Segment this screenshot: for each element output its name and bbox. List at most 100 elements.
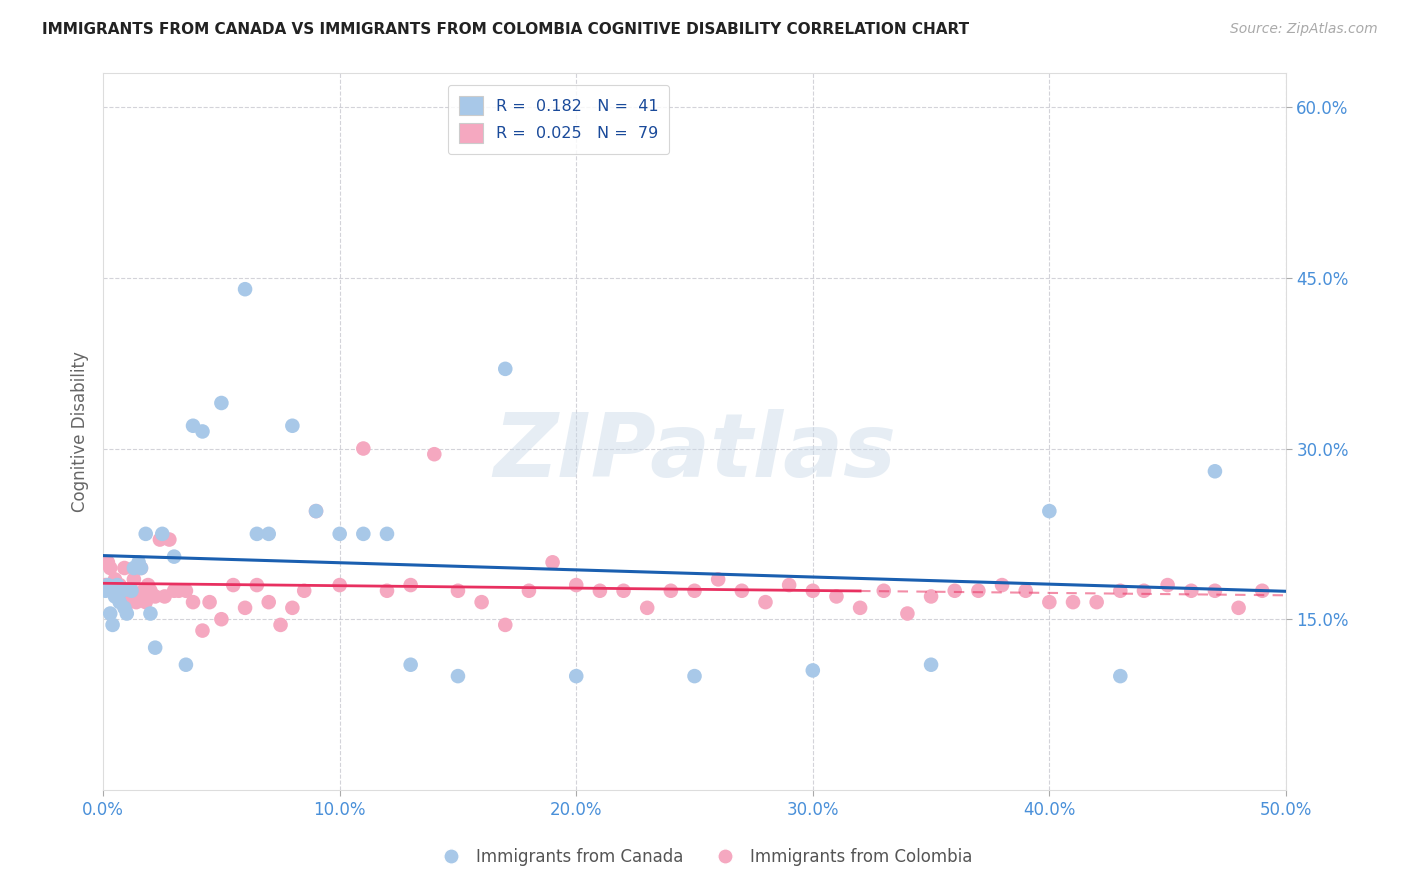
Point — [1109, 583, 1132, 598]
Point — [305, 504, 328, 518]
Point — [825, 590, 848, 604]
Point — [112, 600, 135, 615]
Legend: Immigrants from Canada, Immigrants from Colombia: Immigrants from Canada, Immigrants from … — [427, 842, 979, 873]
Point — [541, 555, 564, 569]
Point — [683, 583, 706, 598]
Point — [565, 669, 588, 683]
Point — [517, 583, 540, 598]
Y-axis label: Cognitive Disability: Cognitive Disability — [72, 351, 89, 512]
Point — [101, 618, 124, 632]
Point — [135, 527, 157, 541]
Point — [129, 561, 152, 575]
Point — [198, 595, 221, 609]
Point — [1015, 583, 1038, 598]
Point — [943, 583, 966, 598]
Point — [122, 561, 145, 575]
Point — [143, 590, 166, 604]
Point — [97, 578, 120, 592]
Point — [222, 578, 245, 592]
Point — [873, 583, 896, 598]
Point — [731, 583, 754, 598]
Point — [149, 533, 172, 547]
Point — [1133, 583, 1156, 598]
Legend: R =  0.182   N =  41, R =  0.025   N =  79: R = 0.182 N = 41, R = 0.025 N = 79 — [447, 85, 669, 154]
Point — [399, 578, 422, 592]
Point — [98, 607, 121, 621]
Point — [612, 583, 634, 598]
Point — [128, 590, 150, 604]
Point — [143, 640, 166, 655]
Point — [778, 578, 800, 592]
Point — [494, 362, 516, 376]
Point — [375, 583, 398, 598]
Point — [111, 590, 134, 604]
Point — [135, 595, 157, 609]
Point — [115, 583, 138, 598]
Point — [136, 578, 159, 592]
Point — [1180, 583, 1202, 598]
Point — [108, 578, 131, 592]
Point — [399, 657, 422, 672]
Point — [1085, 595, 1108, 609]
Point — [801, 583, 824, 598]
Point — [352, 527, 374, 541]
Point — [447, 583, 470, 598]
Point — [209, 396, 232, 410]
Point — [191, 624, 214, 638]
Point — [191, 425, 214, 439]
Point — [257, 527, 280, 541]
Point — [128, 555, 150, 569]
Point — [181, 418, 204, 433]
Point — [1038, 504, 1060, 518]
Point — [118, 595, 141, 609]
Point — [246, 578, 269, 592]
Point — [754, 595, 776, 609]
Point — [108, 595, 131, 609]
Point — [270, 618, 292, 632]
Point — [122, 573, 145, 587]
Point — [494, 618, 516, 632]
Point — [104, 590, 127, 604]
Point — [659, 583, 682, 598]
Point — [121, 583, 143, 598]
Point — [167, 583, 190, 598]
Point — [1062, 595, 1084, 609]
Point — [1204, 464, 1226, 478]
Point — [104, 573, 127, 587]
Point — [281, 418, 304, 433]
Point — [174, 657, 197, 672]
Point — [1227, 600, 1250, 615]
Point — [375, 527, 398, 541]
Text: ZIPatlas: ZIPatlas — [494, 409, 896, 497]
Point — [589, 583, 612, 598]
Point — [423, 447, 446, 461]
Point — [801, 664, 824, 678]
Point — [153, 590, 176, 604]
Point — [329, 578, 352, 592]
Text: IMMIGRANTS FROM CANADA VS IMMIGRANTS FROM COLOMBIA COGNITIVE DISABILITY CORRELAT: IMMIGRANTS FROM CANADA VS IMMIGRANTS FRO… — [42, 22, 969, 37]
Point — [636, 600, 658, 615]
Point — [94, 578, 117, 592]
Point — [132, 583, 155, 598]
Point — [115, 607, 138, 621]
Point — [1251, 583, 1274, 598]
Point — [1109, 669, 1132, 683]
Point — [174, 583, 197, 598]
Point — [105, 583, 128, 598]
Point — [125, 595, 148, 609]
Point — [967, 583, 990, 598]
Point — [707, 573, 730, 587]
Point — [920, 657, 942, 672]
Point — [257, 595, 280, 609]
Point — [97, 555, 120, 569]
Point — [281, 600, 304, 615]
Point — [305, 504, 328, 518]
Point — [209, 612, 232, 626]
Point — [112, 561, 135, 575]
Point — [181, 595, 204, 609]
Text: Source: ZipAtlas.com: Source: ZipAtlas.com — [1230, 22, 1378, 37]
Point — [98, 561, 121, 575]
Point — [849, 600, 872, 615]
Point — [101, 583, 124, 598]
Point — [233, 600, 256, 615]
